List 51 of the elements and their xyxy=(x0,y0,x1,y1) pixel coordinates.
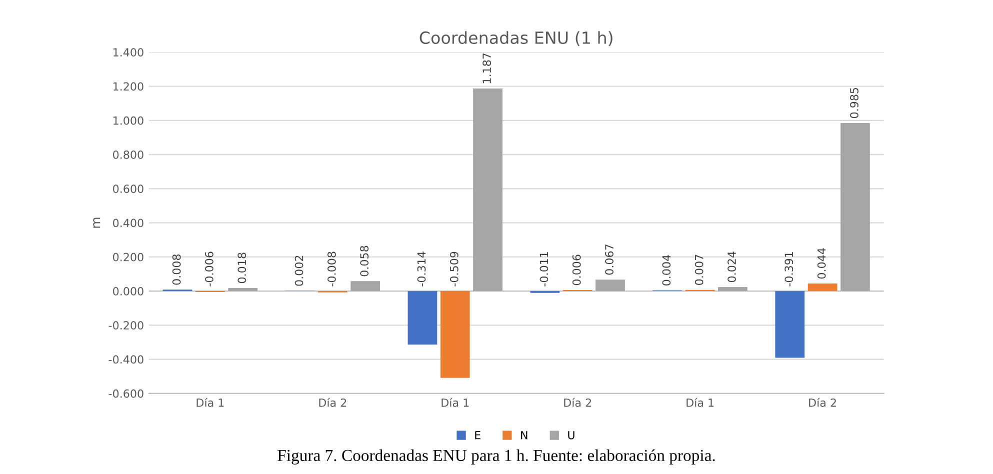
data-label: -0.509 xyxy=(450,252,458,286)
y-tick-label: -0.600 xyxy=(108,389,144,398)
y-tick-label: 1.400 xyxy=(114,48,144,57)
data-label: 0.058 xyxy=(360,246,369,276)
y-tick-label: -0.400 xyxy=(108,355,144,364)
legend-label: E xyxy=(475,431,480,440)
data-label: -0.008 xyxy=(327,252,336,286)
data-label: 0.018 xyxy=(238,252,246,284)
bar xyxy=(718,286,748,292)
bar xyxy=(408,291,438,345)
y-tick-label: 0.000 xyxy=(113,287,144,296)
bar xyxy=(596,280,625,292)
bar xyxy=(808,284,838,292)
data-label: 0.006 xyxy=(572,254,581,286)
data-label: 0.024 xyxy=(728,252,736,282)
chart-title: Coordenadas ENU (1 h) xyxy=(420,31,612,46)
x-tick-label: Día 2 xyxy=(319,398,346,407)
data-label: 0.004 xyxy=(662,255,671,286)
data-label: 0.044 xyxy=(817,248,826,279)
data-label: 0.985 xyxy=(850,88,858,118)
y-tick-label: 1.000 xyxy=(114,116,144,125)
data-label: -0.314 xyxy=(417,252,426,286)
data-label: 0.002 xyxy=(294,256,304,286)
bar xyxy=(775,291,805,358)
y-tick-label: 0.400 xyxy=(113,218,144,228)
y-tick-label: 0.200 xyxy=(113,252,144,262)
data-label: 0.067 xyxy=(605,244,614,275)
bar xyxy=(440,291,470,378)
x-tick-label: Día 2 xyxy=(809,398,836,407)
data-label: 0.007 xyxy=(694,254,704,285)
bar xyxy=(228,288,258,292)
x-tick-label: Día 1 xyxy=(686,398,714,407)
text: Figura 7. Coordenadas ENU para 1 h. Fuente: elaboración propia. xyxy=(278,449,715,465)
bar xyxy=(840,122,870,292)
y-tick-label: -0.200 xyxy=(108,321,144,330)
bar xyxy=(350,281,380,292)
legend-label: N xyxy=(521,431,528,440)
data-label: -0.006 xyxy=(205,252,214,286)
y-tick-label: 1.200 xyxy=(114,82,144,91)
y-axis-title: m xyxy=(93,218,100,228)
x-tick-label: Día 2 xyxy=(564,398,592,407)
x-tick-label: Día 1 xyxy=(196,398,224,407)
y-tick-label: 0.800 xyxy=(113,150,144,159)
data-label: -0.391 xyxy=(784,252,794,286)
data-label: 0.008 xyxy=(172,254,181,285)
y-tick-label: 0.600 xyxy=(113,184,144,194)
data-label: 1.187 xyxy=(482,53,492,84)
bar xyxy=(473,88,502,292)
legend-label: U xyxy=(568,431,574,440)
x-tick-label: Día 1 xyxy=(442,398,469,407)
data-label: -0.011 xyxy=(540,252,548,286)
